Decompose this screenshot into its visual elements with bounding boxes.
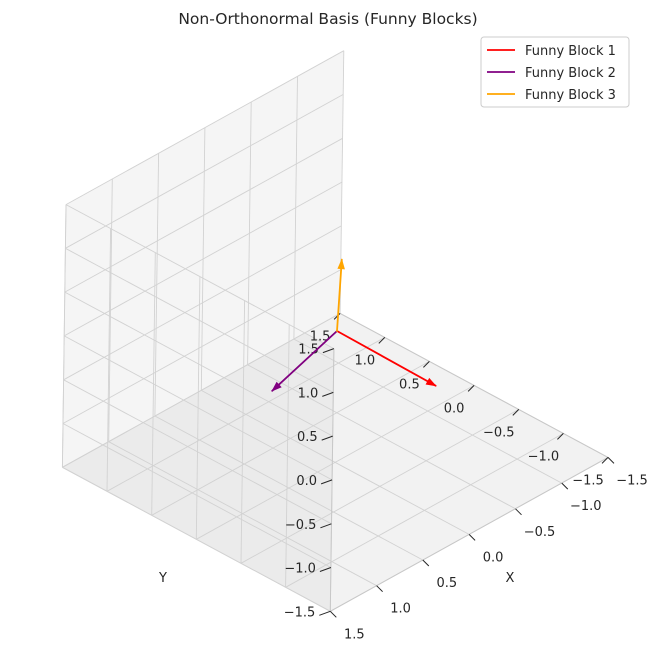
z-tick-mark — [319, 610, 331, 616]
x-tick-label: 1.0 — [390, 602, 411, 617]
z-tick-mark — [320, 523, 332, 529]
floor-grid-y — [62, 313, 341, 468]
chart-title: Non-Orthonormal Basis (Funny Blocks) — [178, 10, 477, 28]
x-tick-mark — [561, 482, 569, 490]
vector-shaft — [271, 330, 338, 392]
vector-3 — [336, 258, 345, 332]
x-axis-line — [330, 456, 609, 612]
z-tick-label: 0.0 — [296, 474, 317, 489]
z-tick-label: −1.5 — [284, 605, 316, 620]
y-tick-label: −1.5 — [572, 473, 604, 488]
legend-label-3: Funny Block 3 — [525, 88, 616, 103]
y-tick-mark — [557, 433, 564, 440]
y-tick-label: 0.5 — [399, 377, 420, 392]
z-tick-mark — [321, 435, 333, 441]
legend-frame — [480, 36, 630, 108]
tick-labels: −1.5 −1.0 −0.5 0.0 0.5 1.0 1.5 −1.5 −1.0 −0.5 0.0 0… — [284, 329, 648, 642]
y-tick-label: 1.0 — [354, 353, 375, 368]
z-tick-mark — [320, 479, 333, 485]
vector-arrowhead — [271, 381, 282, 392]
legend: Funny Block 1 Funny Block 2 Funny Block … — [480, 36, 630, 108]
x-axis-label: X — [506, 571, 515, 586]
x-tick-mark — [329, 610, 337, 618]
vector-shaft — [336, 330, 437, 387]
y-tick-mark — [467, 385, 475, 392]
floor-grid-y — [106, 337, 386, 492]
y-tick-label: 0.0 — [444, 401, 465, 416]
right-wall-grid-z — [65, 50, 345, 205]
x-tick-mark — [607, 457, 615, 464]
legend-label-2: Funny Block 2 — [525, 66, 616, 81]
vector-1 — [336, 330, 437, 387]
z-tick-label: 0.5 — [297, 430, 318, 445]
data-vectors — [271, 258, 437, 392]
vector-arrowhead — [337, 258, 345, 270]
x-tick-mark — [468, 534, 476, 541]
x-tick-label: 0.0 — [483, 550, 504, 565]
x-tick-label: 1.5 — [344, 627, 365, 642]
axis-lines — [319, 312, 615, 618]
z-tick-mark — [322, 348, 335, 354]
z-tick-label: 1.0 — [298, 386, 319, 401]
y-tick-mark — [423, 361, 430, 368]
x-tick-mark — [515, 508, 522, 516]
y-tick-mark — [378, 337, 386, 344]
z-tick-mark — [319, 567, 332, 572]
x-tick-mark — [376, 585, 383, 593]
z-tick-label: −1.0 — [284, 562, 316, 577]
x-tick-label: −0.5 — [524, 525, 556, 540]
y-tick-mark — [512, 409, 520, 416]
y-axis-label: Y — [158, 571, 167, 586]
z-tick-mark — [322, 391, 334, 397]
x-tick-mark — [422, 559, 430, 567]
floor-grid-x — [62, 466, 331, 612]
y-tick-label: −0.5 — [483, 425, 515, 440]
x-tick-label: −1.0 — [570, 499, 602, 514]
legend-label-1: Funny Block 1 — [525, 44, 616, 59]
left-wall-grid-z — [65, 247, 334, 393]
right-wall-grid-x — [61, 204, 67, 468]
z-tick-label: −0.5 — [285, 518, 317, 533]
y-tick-mark — [601, 457, 609, 464]
vector-shaft — [336, 258, 343, 332]
right-wall-grid-z — [65, 94, 344, 249]
z-tick-label: 1.5 — [298, 343, 319, 358]
left-wall-grid-z — [65, 204, 335, 349]
y-tick-label: −1.0 — [528, 449, 560, 464]
vector-arrowhead — [425, 377, 437, 387]
vector-2 — [271, 330, 338, 392]
x-tick-label: 0.5 — [436, 576, 457, 591]
x-tick-label: −1.5 — [616, 473, 648, 488]
